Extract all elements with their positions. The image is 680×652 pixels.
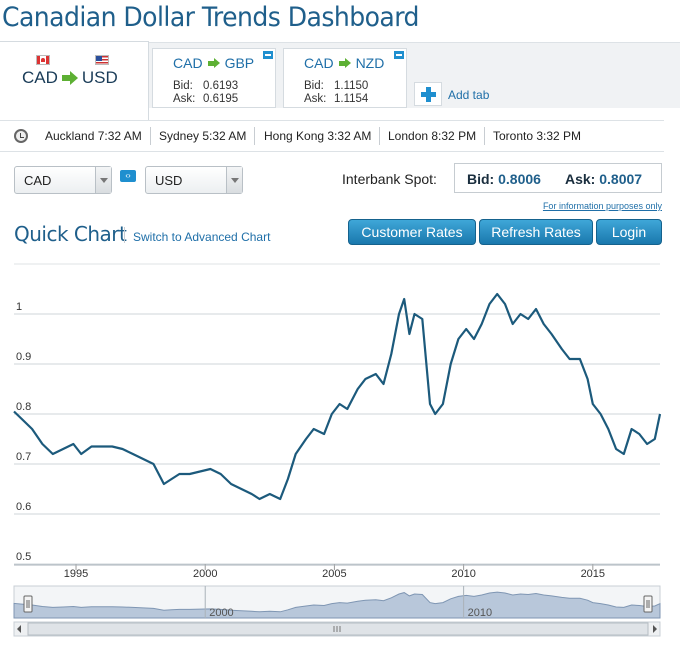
chevron-down-icon[interactable] [226,167,242,193]
tab-pair-label: CAD GBP [173,55,254,71]
tab-ask-row: Ask: 0.6195 [173,93,238,105]
clock-auckland: Auckland 7:32 AM [45,129,142,143]
to-currency-select[interactable]: USD [145,166,243,194]
y-tick-label: 0.7 [16,451,31,463]
scrollbar-thumb[interactable] [27,622,649,636]
x-tick-label: 2005 [322,568,346,580]
tab-cad-nzd[interactable]: CAD NZD Bid: 1.1150 Ask: 1.1154 [283,48,407,108]
to-currency-value: USD [155,173,183,188]
information-purposes-link[interactable]: For information purposes only [542,201,662,211]
spot-ask-label: Ask: [565,171,596,187]
y-tick-label: 0.6 [16,501,31,513]
spot-bid-value: 0.8006 [498,171,541,187]
currency-flags [36,55,116,67]
tab-from-currency: CAD [304,55,334,71]
x-tick-label: 2015 [581,568,605,580]
divider [484,127,485,145]
us-flag-icon [95,55,109,65]
ask-value: 1.1154 [334,93,369,105]
canada-flag-icon [36,55,50,65]
from-currency-value: CAD [24,173,52,188]
tab-pair-label: CAD NZD [304,55,384,71]
navigator-area [13,591,661,619]
interbank-spot-box: Bid: 0.8006 Ask: 0.8007 [454,163,662,193]
ask-label: Ask: [173,93,196,105]
tab-to-currency: GBP [224,55,255,71]
tab-cad-gbp[interactable]: CAD GBP Bid: 0.6193 Ask: 0.6195 [152,48,276,108]
quick-chart-svg[interactable]: 0.5 0.6 0.7 0.8 0.9 1 1995 2000 2005 2010 2015 2000… [0,250,668,652]
login-button[interactable]: Login [596,219,662,245]
bid-label: Bid: [173,80,193,92]
bid-label: Bid: [304,80,324,92]
clock-london: London 8:32 PM [388,129,477,143]
navigator-handle[interactable] [643,595,653,613]
chevron-down-icon[interactable] [95,167,111,193]
advanced-chart-link[interactable]: Switch to Advanced Chart [133,230,271,244]
tab-from-currency: CAD [22,68,58,87]
tab-bid-row: Bid: 1.1150 [304,80,368,92]
x-tick-label: 1995 [64,568,88,580]
x-tick-label: 2010 [451,568,475,580]
divider [254,127,255,145]
navigator-tick-label: 2010 [468,607,492,619]
x-tick-label: 2000 [193,568,217,580]
spot-ask-value: 0.8007 [599,171,643,187]
divider [150,127,151,145]
tab-from-currency: CAD [173,55,203,71]
page-title: Canadian Dollar Trends Dashboard [2,2,419,33]
clock-toronto: Toronto 3:32 PM [493,129,582,143]
swap-currencies-icon[interactable]: ‹› [120,170,136,182]
clock-sydney: Sydney 5:32 AM [159,129,247,143]
ask-label: Ask: [304,93,327,105]
tab-to-currency: NZD [355,55,385,71]
ask-value: 0.6195 [203,93,239,105]
arrow-right-icon [207,57,220,69]
spot-bid: Bid: 0.8006 [467,171,541,187]
quick-chart[interactable]: 0.5 0.6 0.7 0.8 0.9 1 1995 2000 2005 2010 2015 2000… [0,250,668,652]
tab-ask-row: Ask: 1.1154 [304,93,368,105]
tab-to-currency: USD [81,68,118,87]
plus-icon-bar [421,92,436,97]
refresh-rates-button[interactable]: Refresh Rates [479,219,593,245]
y-tick-label: 0.8 [16,401,31,413]
spot-ask: Ask: 0.8007 [565,171,642,187]
scroll-left-icon[interactable] [17,625,21,633]
navigator-handle[interactable] [23,595,33,613]
divider [379,127,380,145]
minimize-tab-icon[interactable] [263,51,273,59]
y-tick-label: 0.9 [16,351,31,363]
interbank-spot-label: Interbank Spot: [342,171,437,187]
tab-bid-row: Bid: 0.6193 [173,80,238,92]
clock-hong-kong: Hong Kong 3:32 AM [264,129,372,143]
tab-pair-label: CAD USD [22,68,118,88]
customer-rates-button[interactable]: Customer Rates [348,219,476,245]
arrow-right-icon [338,57,351,69]
tab-cad-usd[interactable]: CAD USD [0,41,149,120]
bid-value: 1.1150 [334,80,369,92]
add-tab-button[interactable] [414,82,442,106]
arrow-right-icon [61,71,78,85]
navigator-tick-label: 2000 [209,607,233,619]
clock-icon [14,129,28,143]
minimize-tab-icon[interactable] [394,51,404,59]
quick-chart-title: Quick Chart [14,222,127,246]
from-currency-select[interactable]: CAD [14,166,112,194]
bid-value: 0.6193 [203,80,239,92]
y-tick-label: 0.5 [16,551,31,563]
world-clock-bar: Auckland 7:32 AM Sydney 5:32 AM Hong Kon… [0,120,664,152]
add-tab-link[interactable]: Add tab [448,88,490,102]
spot-bid-label: Bid: [467,171,495,187]
scroll-right-icon[interactable] [653,625,657,633]
divider [124,227,125,243]
y-tick-label: 1 [16,301,22,313]
series-line [13,292,662,501]
